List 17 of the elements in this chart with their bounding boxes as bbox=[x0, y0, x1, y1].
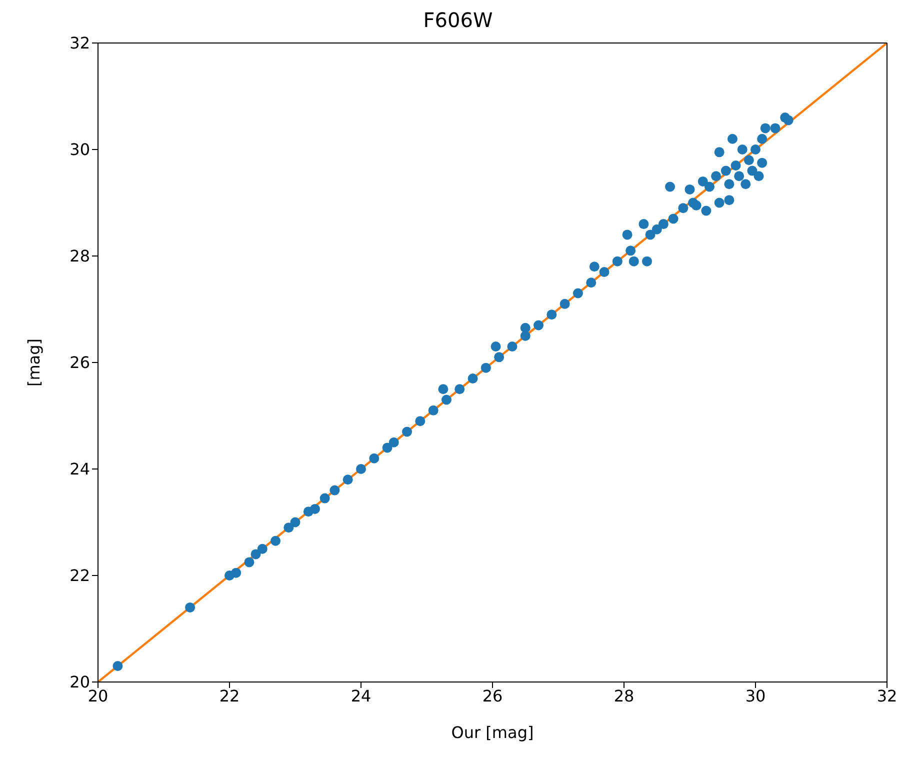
x-tick-label: 30 bbox=[745, 686, 766, 706]
x-tick-label: 24 bbox=[350, 686, 372, 706]
y-tick-label: 22 bbox=[70, 566, 90, 586]
x-tick-label: 32 bbox=[876, 686, 898, 706]
x-axis-title: Our [mag] bbox=[451, 723, 534, 742]
x-tick-label: 28 bbox=[614, 686, 634, 706]
y-axis-title: [mag] bbox=[24, 338, 44, 387]
y-tick-label: 30 bbox=[70, 140, 90, 160]
y-tick-label: 20 bbox=[70, 672, 90, 692]
y-tick-label: 28 bbox=[70, 246, 90, 266]
x-tick-label: 26 bbox=[482, 686, 503, 706]
y-tick-label: 26 bbox=[70, 353, 90, 372]
y-tick-label: 24 bbox=[70, 460, 90, 479]
chart-title: F606W bbox=[422, 8, 494, 32]
x-tick-label: 22 bbox=[219, 686, 240, 706]
y-tick-label: 32 bbox=[70, 34, 90, 53]
x-tick-label: 20 bbox=[88, 686, 108, 706]
